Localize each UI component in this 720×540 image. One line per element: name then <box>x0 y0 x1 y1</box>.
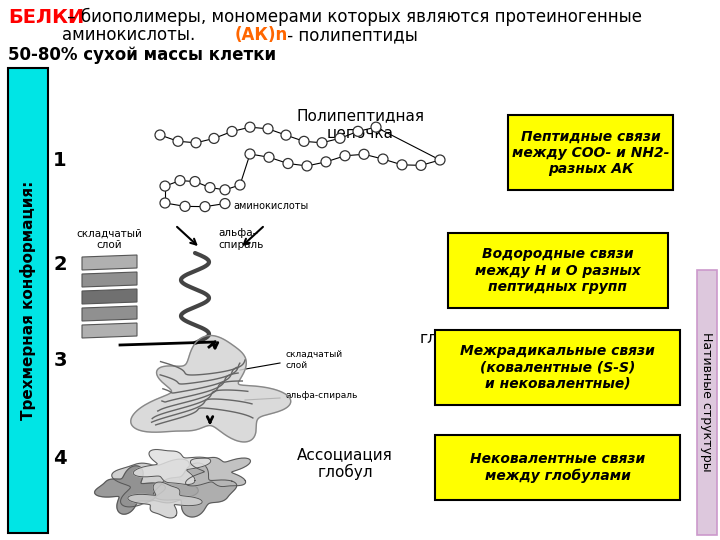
Bar <box>508 115 673 190</box>
Bar <box>8 68 48 533</box>
Text: БЕЛКИ: БЕЛКИ <box>8 8 84 27</box>
Polygon shape <box>94 466 166 514</box>
Polygon shape <box>82 272 137 287</box>
Polygon shape <box>131 335 291 442</box>
Circle shape <box>220 185 230 195</box>
Text: 50-80% сухой массы клетки: 50-80% сухой массы клетки <box>8 46 276 64</box>
Polygon shape <box>153 463 237 517</box>
Circle shape <box>160 198 170 208</box>
Circle shape <box>175 176 185 186</box>
Circle shape <box>200 201 210 212</box>
Polygon shape <box>128 482 202 518</box>
Circle shape <box>245 149 255 159</box>
Bar <box>697 270 717 535</box>
Text: – биополимеры, мономерами которых являются протеиногенные: – биополимеры, мономерами которых являют… <box>62 8 642 26</box>
Text: Водородные связи
между H и O разных
пептидных групп: Водородные связи между H и O разных пепт… <box>475 247 641 294</box>
Text: альфа-спираль: альфа-спираль <box>285 390 357 400</box>
Circle shape <box>220 199 230 208</box>
Circle shape <box>397 160 407 170</box>
Text: глобула: глобула <box>420 330 485 346</box>
Text: 1: 1 <box>53 151 67 170</box>
Circle shape <box>340 151 350 161</box>
Bar <box>435 330 680 405</box>
Text: 3: 3 <box>53 350 67 369</box>
Text: 4: 4 <box>53 449 67 468</box>
Polygon shape <box>82 306 137 321</box>
Circle shape <box>353 126 363 136</box>
Polygon shape <box>82 255 137 270</box>
Text: Межрадикальные связи
(ковалентные (S-S)
и нековалентные): Межрадикальные связи (ковалентные (S-S) … <box>460 345 655 391</box>
Text: - полипептиды: - полипептиды <box>282 26 418 44</box>
Polygon shape <box>82 289 137 304</box>
Text: глобул: глобул <box>318 464 373 480</box>
Circle shape <box>155 130 165 140</box>
Circle shape <box>180 201 190 211</box>
Circle shape <box>359 149 369 159</box>
Text: Полипептидная
цепочка: Полипептидная цепочка <box>296 108 424 140</box>
Text: 2: 2 <box>53 255 67 274</box>
Circle shape <box>264 152 274 162</box>
Circle shape <box>190 177 200 186</box>
Text: (АК)n: (АК)n <box>235 26 288 44</box>
Text: аминокислоты: аминокислоты <box>233 200 308 211</box>
Circle shape <box>335 133 345 143</box>
Text: Нативные структуры: Нативные структуры <box>701 332 714 472</box>
Circle shape <box>205 183 215 193</box>
Circle shape <box>302 161 312 171</box>
Circle shape <box>235 180 245 190</box>
Circle shape <box>371 122 381 132</box>
Circle shape <box>317 138 327 148</box>
Circle shape <box>378 154 388 164</box>
Circle shape <box>173 136 183 146</box>
Circle shape <box>160 181 170 191</box>
Text: складчатый
слой: складчатый слой <box>285 350 342 370</box>
Polygon shape <box>186 457 251 487</box>
Bar <box>448 233 668 308</box>
Circle shape <box>283 159 293 168</box>
Text: аминокислоты.: аминокислоты. <box>62 26 195 44</box>
Polygon shape <box>133 449 211 484</box>
Circle shape <box>263 124 273 134</box>
Circle shape <box>321 157 331 167</box>
Circle shape <box>227 126 237 137</box>
Circle shape <box>209 133 219 144</box>
Text: Нековалентные связи
между глобулами: Нековалентные связи между глобулами <box>470 452 645 483</box>
Circle shape <box>281 130 291 140</box>
Text: Пептидные связи
между COO- и NH2-
разных АК: Пептидные связи между COO- и NH2- разных… <box>512 129 669 176</box>
Bar <box>435 435 680 500</box>
Text: альфа–
спираль: альфа– спираль <box>218 228 264 250</box>
Polygon shape <box>112 459 198 507</box>
Text: Трехмерная конформация:: Трехмерная конформация: <box>20 180 36 420</box>
Circle shape <box>416 160 426 170</box>
Circle shape <box>191 138 201 148</box>
Circle shape <box>245 122 255 132</box>
Text: складчатый
слой: складчатый слой <box>76 228 142 250</box>
Polygon shape <box>82 323 137 338</box>
Text: Ассоциация: Ассоциация <box>297 447 393 462</box>
Circle shape <box>299 136 309 146</box>
Circle shape <box>435 155 445 165</box>
